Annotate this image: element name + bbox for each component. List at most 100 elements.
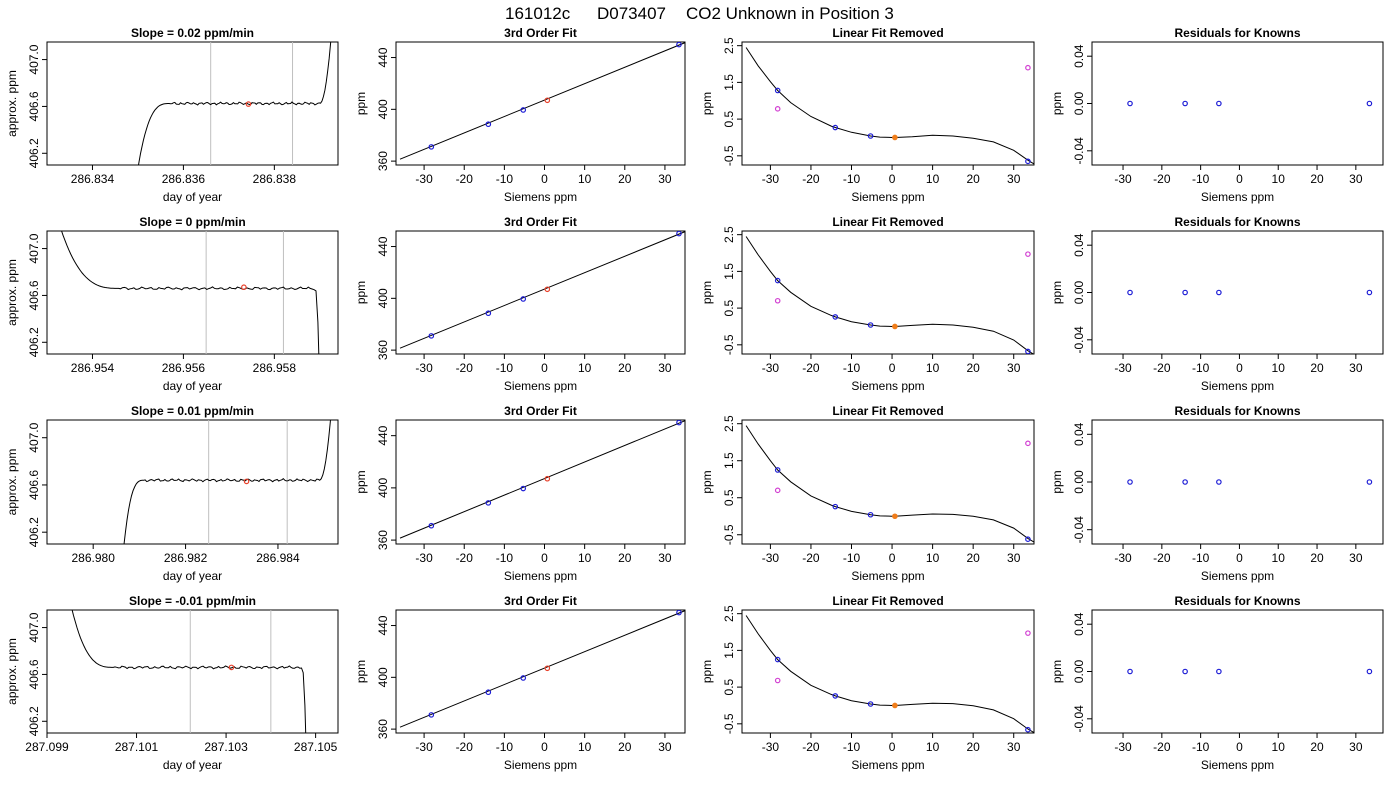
mean-point [245,101,252,107]
x-tick-label: 10 [578,361,592,375]
x-tick-label: 20 [966,740,980,754]
y-axis-label: approx. ppm [5,70,19,137]
x-tick-label: 30 [1007,172,1021,186]
y-tick-label: 0.5 [722,110,736,127]
x-axis-label: Siemens ppm [504,379,577,393]
plot-area [399,610,685,728]
x-axis-label: Siemens ppm [504,190,577,204]
known-point [485,689,492,696]
x-tick-label: -10 [1192,740,1210,754]
unknown-point [892,134,898,141]
residual-curve [745,236,1034,354]
plot-area [399,42,685,160]
plot-area [399,420,685,539]
known-point [520,296,527,302]
x-tick-label: 10 [926,551,940,565]
y-tick-label: -0.5 [722,524,736,545]
panel-title: Slope = -0.01 ppm/min [129,594,256,608]
x-tick-label: -30 [1114,740,1132,754]
x-tick-label: 286.954 [71,361,115,375]
fit-line [399,420,685,539]
y-tick-label: 406.6 [27,280,41,310]
y-axis-label: ppm [700,281,714,304]
y-tick-label: 406.2 [27,327,41,357]
panel-title: 3rd Order Fit [504,26,577,40]
y-axis-label: approx. ppm [5,259,19,326]
known-point [774,277,781,284]
known-point [485,121,492,128]
x-tick-label: -20 [456,361,474,375]
y-tick-label: 0.00 [1072,91,1086,115]
x-tick-label: 10 [1272,361,1286,375]
x-tick-label: 10 [926,172,940,186]
plot-frame [395,230,686,355]
x-axis-label: day of year [163,569,222,583]
x-tick-label: -20 [456,551,474,565]
x-tick-label: -30 [415,361,433,375]
y-axis-label: ppm [700,92,714,115]
residual-point [1182,289,1188,296]
x-tick-label: 0 [541,172,548,186]
y-tick-label: 0.00 [1072,659,1086,683]
x-axis-label: Siemens ppm [851,758,924,772]
y-axis-label: ppm [1050,470,1064,493]
x-tick-label: 30 [1349,740,1363,754]
x-tick-label: 20 [618,551,632,565]
panel-resid-1: Residuals for Knowns -30 -20 -10 0 10 20 30 Siem… [1050,26,1384,204]
y-tick-label: 400 [376,478,390,498]
mean-point [228,664,235,671]
x-tick-label: -10 [496,740,514,754]
known-point [774,656,781,663]
y-axis-label: ppm [700,660,714,683]
mean-point [241,284,247,291]
x-axis-label: Siemens ppm [1201,190,1274,204]
plot-area [399,231,685,349]
x-tick-label: 286.836 [162,172,206,186]
raw-point [774,106,781,112]
y-tick-label: 400 [376,667,390,687]
known-point [676,42,682,48]
known-point [1025,726,1031,733]
y-tick-label: 440 [376,425,390,445]
raw-point [774,487,781,494]
x-tick-label: 10 [926,740,940,754]
panel-linres-4: Linear Fit Removed -30 -20 -10 0 10 20 30 Siemen… [700,594,1035,772]
x-tick-label: -10 [496,172,514,186]
y-axis-label: approx. ppm [5,449,19,516]
known-point [676,420,682,426]
unknown-point [892,513,898,520]
x-tick-label: -20 [1153,551,1171,565]
y-tick-label: 360 [376,151,390,171]
panel-timeseries-1: Slope = 0.02 ppm/min 286.834 286.836 286.83… [5,26,339,204]
panel-linres-2: Linear Fit Removed -30 -20 -10 0 10 20 30 Siemen… [700,215,1035,393]
y-tick-label: 406.6 [27,659,41,689]
x-tick-label: 10 [1272,172,1286,186]
panel-title: Residuals for Knowns [1174,26,1300,40]
x-tick-label: 30 [658,740,672,754]
x-tick-label: -20 [802,361,820,375]
y-axis-label: ppm [1050,281,1064,304]
residual-point [1182,100,1188,107]
x-tick-label: -30 [762,740,780,754]
x-tick-label: -30 [1114,172,1132,186]
x-tick-label: 286.956 [162,361,206,375]
x-tick-label: 0 [1236,740,1243,754]
x-tick-label: -10 [1192,551,1210,565]
plot-frame [395,41,686,166]
x-tick-label: 10 [578,740,592,754]
x-tick-label: -30 [762,551,780,565]
x-tick-label: 30 [1007,361,1021,375]
x-tick-label: 287.103 [204,740,248,754]
x-tick-label: 20 [1310,361,1324,375]
x-tick-label: -20 [456,172,474,186]
x-axis-label: Siemens ppm [851,569,924,583]
x-tick-label: 10 [1272,551,1286,565]
x-tick-label: 20 [618,740,632,754]
plot-area [71,610,307,733]
x-tick-label: 30 [658,551,672,565]
unknown-point [544,97,551,104]
plot-frame [46,230,339,355]
x-tick-label: 286.838 [253,172,297,186]
fit-line [399,610,685,728]
panel-title: Linear Fit Removed [832,26,943,40]
